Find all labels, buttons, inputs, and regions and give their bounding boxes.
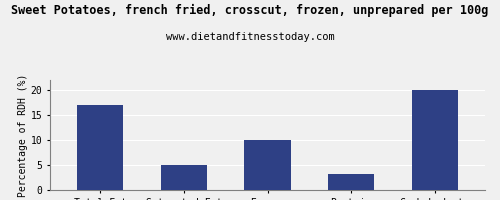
- Bar: [412, 90, 458, 190]
- Bar: [161, 165, 207, 190]
- Y-axis label: Percentage of RDH (%): Percentage of RDH (%): [18, 73, 28, 197]
- Bar: [77, 105, 123, 190]
- Bar: [328, 173, 374, 190]
- Text: Sweet Potatoes, french fried, crosscut, frozen, unprepared per 100g: Sweet Potatoes, french fried, crosscut, …: [12, 4, 488, 17]
- Bar: [244, 140, 290, 190]
- Text: www.dietandfitnesstoday.com: www.dietandfitnesstoday.com: [166, 32, 334, 42]
